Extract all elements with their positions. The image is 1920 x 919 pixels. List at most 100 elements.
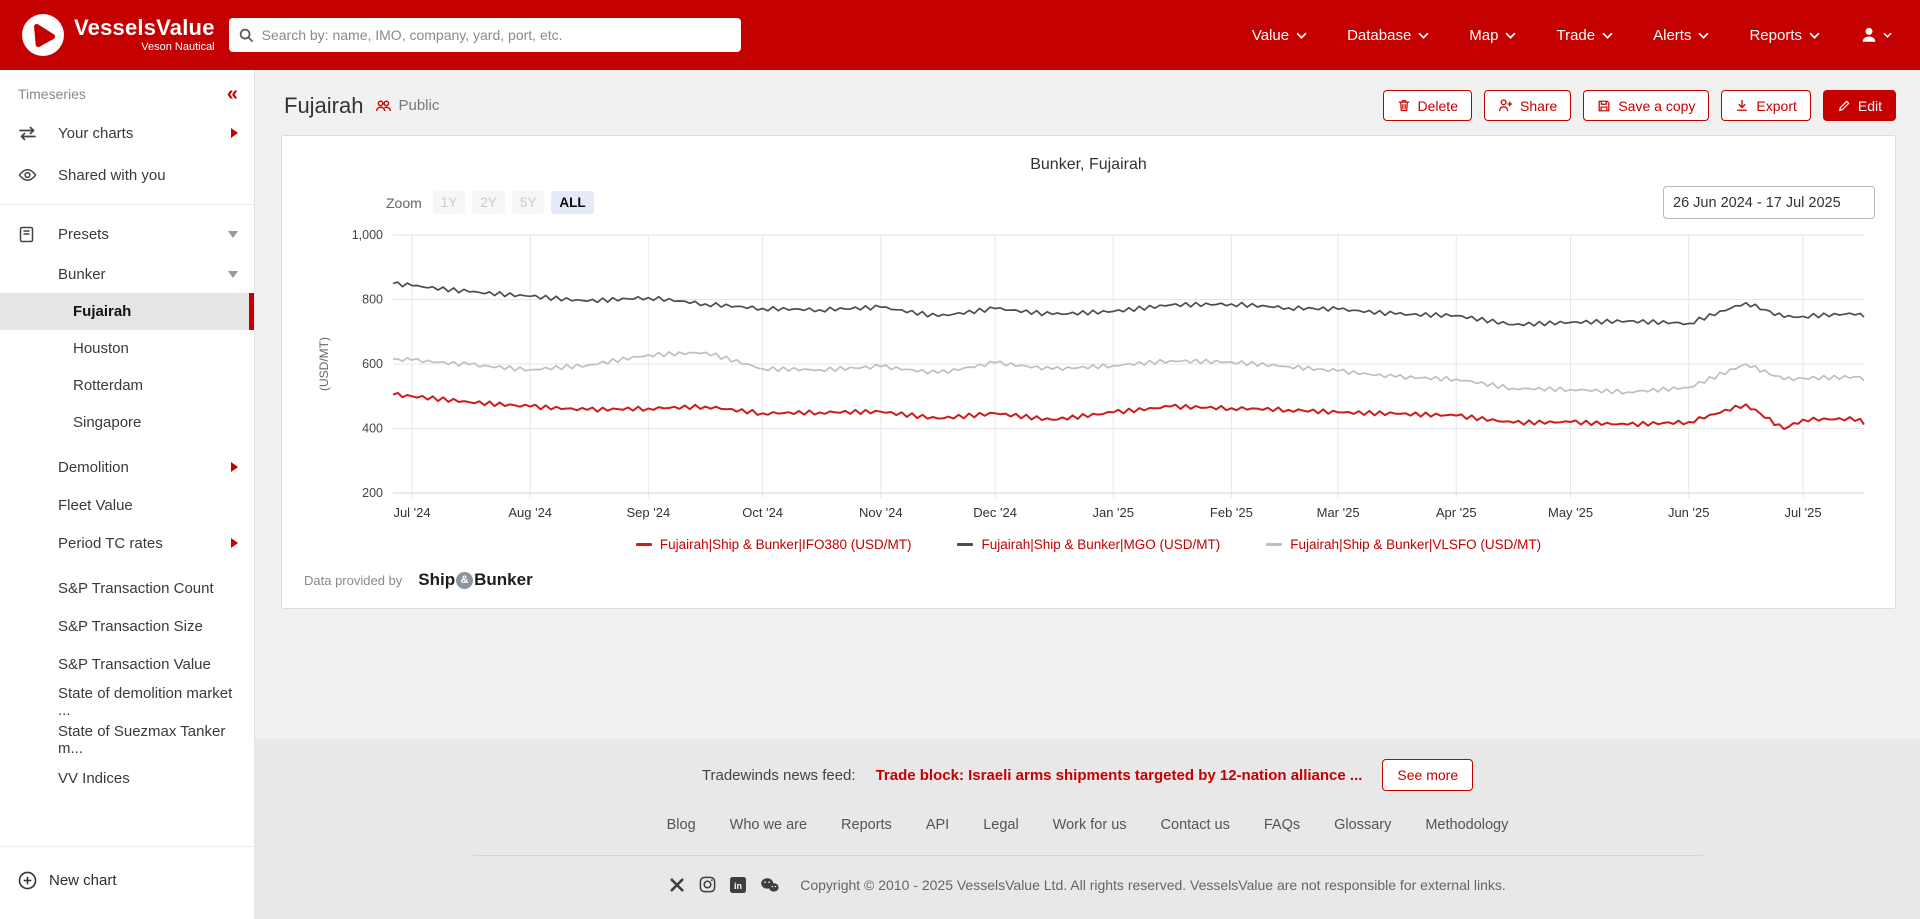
sidebar-item-shared-with-you[interactable]: Shared with you: [0, 154, 254, 196]
people-icon: [375, 99, 392, 113]
timeseries-sidebar: Timeseries « Your charts Shared with you: [0, 70, 255, 919]
footer-link-legal[interactable]: Legal: [983, 817, 1018, 833]
news-feed-bar: Tradewinds news feed: Trade block: Israe…: [255, 749, 1920, 803]
news-headline-link[interactable]: Trade block: Israeli arms shipments targ…: [876, 767, 1363, 784]
svg-text:Mar '25: Mar '25: [1317, 505, 1360, 520]
sidebar-item-demolition[interactable]: Demolition: [0, 448, 254, 486]
nav-item-trade[interactable]: Trade: [1556, 27, 1613, 44]
legend-dash-darkgray: [957, 543, 973, 546]
chevron-down-icon: [1809, 32, 1820, 39]
collapse-sidebar-icon[interactable]: «: [227, 87, 238, 101]
nav-item-map[interactable]: Map: [1469, 27, 1516, 44]
instagram-icon[interactable]: [699, 876, 716, 893]
sidebar-item-houston[interactable]: Houston: [0, 330, 254, 367]
svg-text:Jan '25: Jan '25: [1092, 505, 1134, 520]
caret-right-icon: [231, 538, 238, 548]
svg-text:800: 800: [362, 293, 383, 307]
chevron-down-icon: [1418, 32, 1429, 39]
export-button[interactable]: Export: [1721, 90, 1810, 121]
save-floppy-icon: [1597, 99, 1611, 113]
brand-subtitle: Veson Nautical: [141, 42, 214, 53]
new-chart-button[interactable]: New chart: [0, 855, 254, 905]
legend-dash-red: [636, 543, 652, 546]
wechat-icon[interactable]: [760, 877, 780, 893]
footer-link-work-for-us[interactable]: Work for us: [1053, 817, 1127, 833]
sidebar-item-state-of-demolition-market[interactable]: State of demolition market ...: [0, 683, 254, 721]
svg-text:Sep '24: Sep '24: [626, 505, 670, 520]
zoom-1y-button: 1Y: [433, 191, 466, 214]
chevron-down-icon: [1883, 32, 1892, 38]
search-input[interactable]: [262, 27, 731, 43]
zoom-range-selector: Zoom 1Y 2Y 5Y ALL: [386, 191, 594, 214]
caret-right-icon: [231, 462, 238, 472]
zoom-5y-button: 5Y: [512, 191, 545, 214]
legend-item-vlsfo[interactable]: Fujairah|Ship & Bunker|VLSFO (USD/MT): [1266, 537, 1541, 552]
brand-logo[interactable]: VesselsValue Veson Nautical: [22, 14, 215, 56]
sidebar-item-your-charts[interactable]: Your charts: [0, 112, 254, 154]
nav-item-reports[interactable]: Reports: [1749, 27, 1820, 44]
caret-down-icon: [228, 231, 238, 238]
page-title: Fujairah: [284, 93, 363, 119]
date-range-input[interactable]: [1673, 195, 1860, 211]
footer-link-blog[interactable]: Blog: [667, 817, 696, 833]
footer-link-faqs[interactable]: FAQs: [1264, 817, 1300, 833]
chevron-down-icon: [1698, 32, 1709, 39]
svg-text:1,000: 1,000: [352, 228, 383, 242]
person-plus-icon: [1498, 98, 1513, 113]
sidebar-item-vv-indices[interactable]: VV Indices: [0, 759, 254, 797]
footer-links: Blog Who we are Reports API Legal Work f…: [255, 803, 1920, 847]
sidebar-item-presets[interactable]: Presets: [0, 213, 254, 255]
visibility-badge: Public: [375, 97, 439, 114]
footer-link-methodology[interactable]: Methodology: [1425, 817, 1508, 833]
search-icon: [239, 28, 254, 43]
legend-item-ifo380[interactable]: Fujairah|Ship & Bunker|IFO380 (USD/MT): [636, 537, 912, 552]
nav-item-value[interactable]: Value: [1252, 27, 1307, 44]
pencil-icon: [1837, 99, 1851, 113]
legend-dash-lightgray: [1266, 543, 1282, 546]
caret-right-icon: [231, 128, 238, 138]
swap-arrows-icon: [18, 126, 40, 141]
ship-and-bunker-logo: Ship&Bunker: [418, 570, 532, 590]
edit-button[interactable]: Edit: [1823, 90, 1896, 121]
user-menu[interactable]: [1860, 26, 1892, 44]
sidebar-item-rotterdam[interactable]: Rotterdam: [0, 367, 254, 404]
sidebar-item-sp-transaction-count[interactable]: S&P Transaction Count: [0, 569, 254, 607]
sidebar-item-period-tc-rates[interactable]: Period TC rates: [0, 524, 254, 562]
delete-button[interactable]: Delete: [1383, 90, 1472, 121]
footer-link-api[interactable]: API: [926, 817, 949, 833]
sidebar-group-bunker[interactable]: Bunker: [0, 255, 254, 293]
sidebar-item-state-of-suezmax-tanker[interactable]: State of Suezmax Tanker m...: [0, 721, 254, 759]
main-content: Fujairah Public Delete: [255, 70, 1920, 919]
sidebar-item-fleet-value[interactable]: Fleet Value: [0, 486, 254, 524]
zoom-all-button[interactable]: ALL: [551, 191, 593, 214]
bottom-band: Tradewinds news feed: Trade block: Israe…: [255, 739, 1920, 919]
footer-link-contact-us[interactable]: Contact us: [1161, 817, 1230, 833]
nav-item-database[interactable]: Database: [1347, 27, 1429, 44]
svg-text:(USD/MT): (USD/MT): [317, 337, 331, 391]
svg-text:May '25: May '25: [1548, 505, 1593, 520]
linkedin-icon[interactable]: in: [730, 877, 746, 893]
share-button[interactable]: Share: [1484, 90, 1571, 121]
save-a-copy-button[interactable]: Save a copy: [1583, 90, 1709, 121]
svg-text:Jun '25: Jun '25: [1668, 505, 1710, 520]
plus-circle-icon: [18, 871, 37, 890]
global-search[interactable]: [229, 18, 741, 52]
sidebar-item-singapore[interactable]: Singapore: [0, 404, 254, 441]
svg-text:Dec '24: Dec '24: [973, 505, 1017, 520]
navbar-menu: Value Database Map Trade Alerts Reports: [1252, 26, 1892, 44]
date-range-picker[interactable]: [1663, 186, 1875, 219]
sidebar-item-sp-transaction-size[interactable]: S&P Transaction Size: [0, 607, 254, 645]
sidebar-item-sp-transaction-value[interactable]: S&P Transaction Value: [0, 645, 254, 683]
caret-down-icon: [228, 271, 238, 278]
footer-link-glossary[interactable]: Glossary: [1334, 817, 1391, 833]
x-twitter-icon[interactable]: [669, 877, 685, 893]
nav-item-alerts[interactable]: Alerts: [1653, 27, 1709, 44]
legend-item-mgo[interactable]: Fujairah|Ship & Bunker|MGO (USD/MT): [957, 537, 1220, 552]
svg-text:200: 200: [362, 486, 383, 500]
footer-link-reports[interactable]: Reports: [841, 817, 892, 833]
see-more-button[interactable]: See more: [1382, 759, 1473, 791]
footer-link-who-we-are[interactable]: Who we are: [730, 817, 807, 833]
chevron-down-icon: [1505, 32, 1516, 39]
bunker-price-line-chart: 2004006008001,000Jul '24Aug '24Sep '24Oc…: [298, 225, 1878, 525]
sidebar-item-fujairah[interactable]: Fujairah: [0, 293, 254, 330]
